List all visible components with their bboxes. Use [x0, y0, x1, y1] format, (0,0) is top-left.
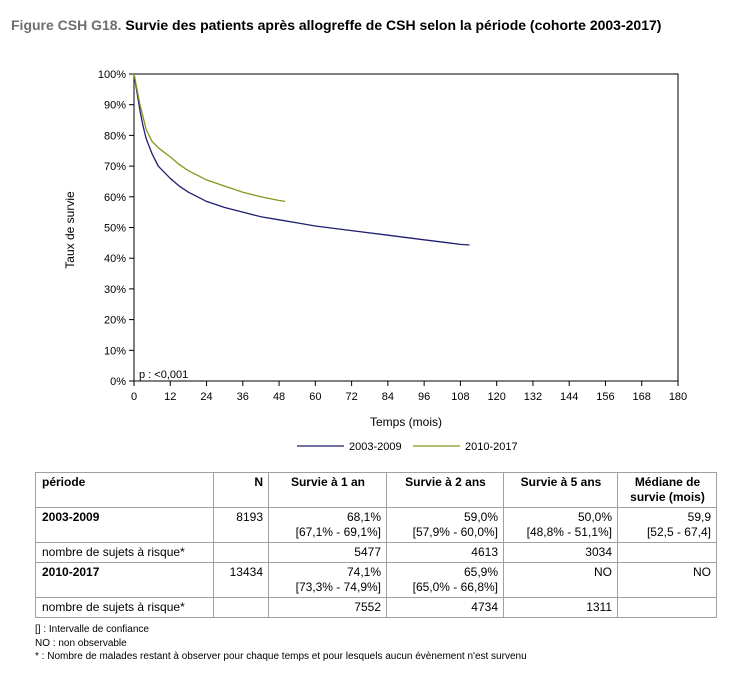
empty-cell: [213, 542, 269, 563]
p-value-annotation: p : <0,001: [139, 369, 188, 381]
header-n: N: [213, 472, 269, 508]
value: 50,0%: [577, 510, 612, 524]
risk-label-cell: nombre de sujets à risque*: [35, 597, 214, 618]
survival-1y-cell: 74,1% [73,3% - 74,9%]: [268, 562, 387, 598]
x-tick-label: 0: [131, 391, 137, 403]
y-axis-label: Taux de survie: [63, 191, 77, 269]
series-line-2003-2009: [133, 73, 470, 246]
confidence-interval: [57,9% - 60,0%]: [412, 525, 498, 539]
y-tick-label: 90%: [104, 100, 126, 112]
x-tick-label: 24: [200, 391, 212, 403]
x-tick-label: 60: [309, 391, 321, 403]
risk-5y-cell: 3034: [503, 542, 618, 563]
table-row: 2003-2009 8193 68,1% [67,1% - 69,1%] 59,…: [35, 507, 717, 543]
x-tick-label: 180: [669, 391, 687, 403]
table-row: nombre de sujets à risque* 5477 4613 303…: [35, 542, 717, 563]
y-tick-label: 40%: [104, 253, 126, 265]
confidence-interval: [67,1% - 69,1%]: [295, 525, 381, 539]
empty-cell: [617, 597, 717, 618]
x-axis-label: Temps (mois): [370, 415, 442, 429]
median-cell: NO: [617, 562, 717, 598]
y-tick-label: 100%: [98, 69, 126, 81]
confidence-interval: [65,0% - 66,8%]: [412, 580, 498, 594]
footnote: * : Nombre de malades restant à observer…: [35, 651, 527, 662]
x-tick-label: 72: [345, 391, 357, 403]
plot-area-frame: [133, 73, 679, 382]
table-header-row: période N Survie à 1 an Survie à 2 ans S…: [35, 472, 717, 508]
survival-5y-cell: NO: [503, 562, 618, 598]
value: 65,9%: [463, 565, 498, 579]
survival-chart: 0% 10% 20% 30% 40% 50% 60% 70% 80% 90% 100% 0 12 24 3…: [63, 69, 687, 453]
risk-1y-cell: 5477: [268, 542, 387, 563]
header-period: période: [35, 472, 214, 508]
y-tick-label: 50%: [104, 223, 126, 235]
x-tick-label: 84: [382, 391, 394, 403]
header-median-survival: Médiane de survie (mois): [617, 472, 717, 508]
confidence-interval: [73,3% - 74,9%]: [295, 580, 381, 594]
x-tick-label: 120: [487, 391, 505, 403]
n-cell: 8193: [213, 507, 269, 543]
x-tick-label: 108: [451, 391, 469, 403]
y-tick-label: 70%: [104, 161, 126, 173]
y-tick-label: 20%: [104, 315, 126, 327]
figure-title-text: Survie des patients après allogreffe de …: [125, 17, 662, 33]
value: 59,0%: [463, 510, 498, 524]
legend-label: 2003-2009: [349, 441, 402, 453]
footnote: NO : non observable: [35, 637, 127, 649]
period-cell: 2010-2017: [35, 562, 214, 598]
confidence-interval: [48,8% - 51,1%]: [526, 525, 612, 539]
x-tick-label: 96: [418, 391, 430, 403]
survival-5y-cell: 50,0% [48,8% - 51,1%]: [503, 507, 618, 543]
period-cell: 2003-2009: [35, 507, 214, 543]
x-tick-label: 48: [273, 391, 285, 403]
risk-2y-cell: 4734: [386, 597, 504, 618]
empty-cell: [617, 542, 717, 563]
confidence-interval: [52,5 - 67,4]: [646, 525, 711, 539]
y-tick-label: 80%: [104, 130, 126, 142]
results-table: période N Survie à 1 an Survie à 2 ans S…: [35, 472, 717, 618]
x-tick-label: 36: [237, 391, 249, 403]
x-tick-label: 12: [164, 391, 176, 403]
legend: 2003-2009 2010-2017: [297, 441, 518, 453]
footnotes: [] : Intervalle de confiance NO : non ob…: [35, 623, 527, 664]
y-tick-label: 10%: [104, 345, 126, 357]
y-tick-label: 30%: [104, 284, 126, 296]
median-cell: 59,9 [52,5 - 67,4]: [617, 507, 717, 543]
header-survival-1y: Survie à 1 an: [268, 472, 387, 508]
table-row: nombre de sujets à risque* 7552 4734 131…: [35, 597, 717, 618]
value: 59,9: [687, 510, 711, 524]
risk-label-cell: nombre de sujets à risque*: [35, 542, 214, 563]
footnote: [] : Intervalle de confiance: [35, 624, 149, 635]
legend-label: 2010-2017: [465, 441, 518, 453]
x-tick-label: 144: [560, 391, 578, 403]
x-tick-label: 132: [524, 391, 542, 403]
risk-5y-cell: 1311: [503, 597, 618, 618]
x-tick-label: 168: [633, 391, 651, 403]
empty-cell: [213, 597, 269, 618]
n-cell: 13434: [213, 562, 269, 598]
y-tick-label: 60%: [104, 192, 126, 204]
figure-number: Figure CSH G18.: [11, 17, 122, 33]
figure-title: Figure CSH G18. Survie des patients aprè…: [11, 17, 661, 33]
survival-2y-cell: 65,9% [65,0% - 66,8%]: [386, 562, 504, 598]
survival-1y-cell: 68,1% [67,1% - 69,1%]: [268, 507, 387, 543]
header-survival-2y: Survie à 2 ans: [386, 472, 504, 508]
series-line-2010-2017: [133, 73, 286, 203]
value: 68,1%: [346, 510, 381, 524]
survival-2y-cell: 59,0% [57,9% - 60,0%]: [386, 507, 504, 543]
table-row: 2010-2017 13434 74,1% [73,3% - 74,9%] 65…: [35, 562, 717, 598]
header-survival-5y: Survie à 5 ans: [503, 472, 618, 508]
x-tick-label: 156: [596, 391, 614, 403]
risk-2y-cell: 4613: [386, 542, 504, 563]
y-tick-label: 0%: [110, 376, 126, 388]
value: 74,1%: [346, 565, 381, 579]
risk-1y-cell: 7552: [268, 597, 387, 618]
